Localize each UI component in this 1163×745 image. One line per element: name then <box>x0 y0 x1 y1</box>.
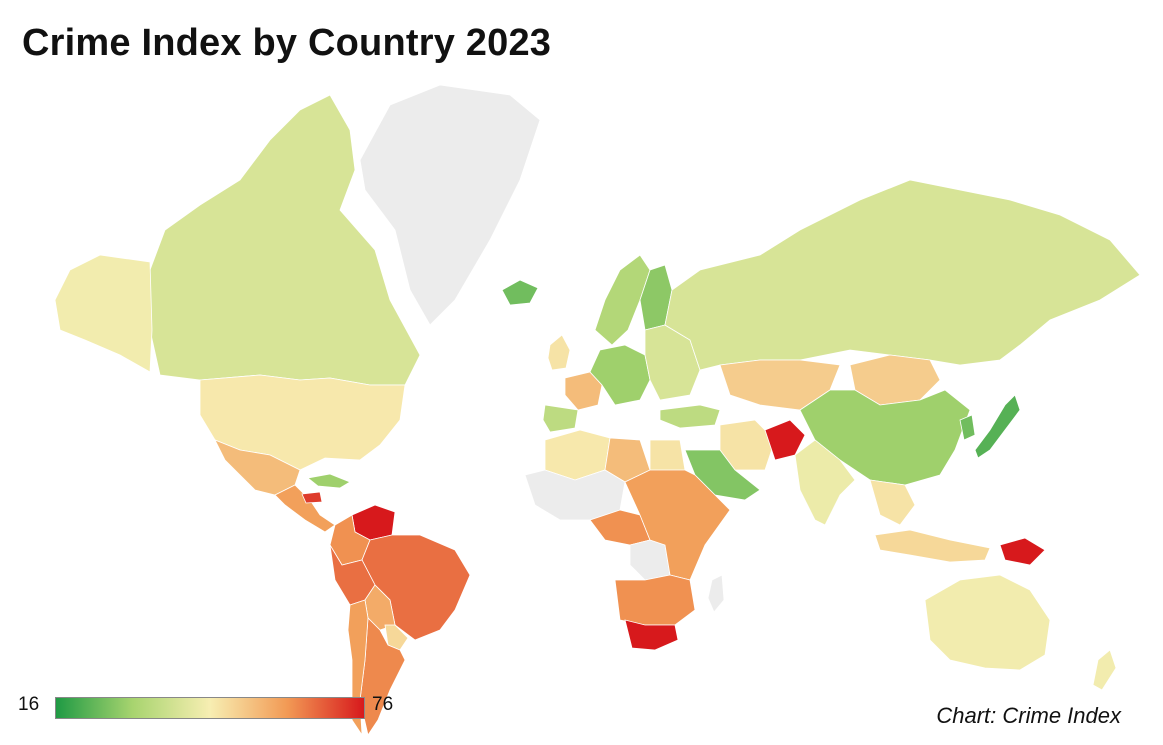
uk <box>547 334 571 371</box>
southern-africa <box>614 574 696 626</box>
russia <box>664 179 1141 371</box>
korea <box>959 414 976 441</box>
iceland <box>501 279 539 306</box>
japan <box>974 394 1021 459</box>
cuba <box>307 473 351 489</box>
legend-max-label: 76 <box>372 694 394 715</box>
west-africa <box>524 469 626 521</box>
congo <box>629 539 671 581</box>
paraguay <box>384 624 409 651</box>
greenland <box>359 84 541 326</box>
map-title: Crime Index by Country 2023 <box>22 22 552 64</box>
madagascar <box>707 574 725 613</box>
india <box>794 439 856 526</box>
southeast-asia <box>869 479 916 526</box>
central-america <box>274 484 336 533</box>
legend-min-label: 16 <box>18 694 40 715</box>
color-scale-legend <box>55 697 365 719</box>
australia <box>924 574 1051 671</box>
indonesia <box>874 529 991 563</box>
caribbean-red <box>301 491 323 504</box>
afghanistan <box>764 419 806 461</box>
south-africa <box>624 619 679 651</box>
turkey <box>659 404 721 429</box>
new-zealand <box>1092 649 1117 691</box>
chart-credit: Chart: Crime Index <box>936 703 1121 728</box>
papua-new-guinea <box>999 537 1046 566</box>
alaska <box>54 254 153 373</box>
spain <box>542 404 579 433</box>
